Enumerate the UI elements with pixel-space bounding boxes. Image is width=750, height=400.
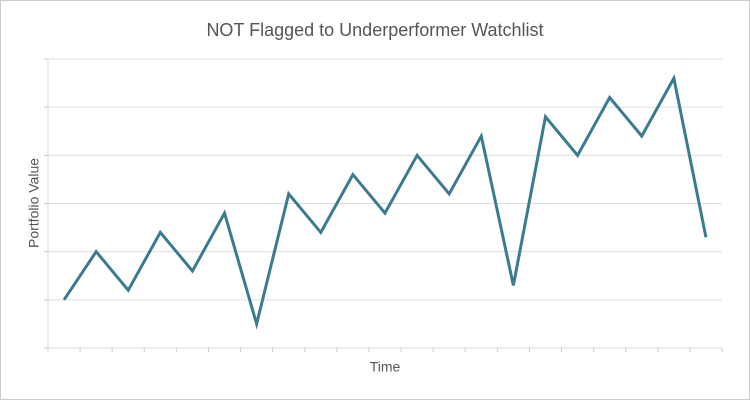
x-axis-label: Time — [370, 359, 401, 375]
y-axis-label: Portfolio Value — [26, 158, 42, 248]
series-line — [62, 73, 708, 330]
chart-title: NOT Flagged to Underperformer Watchlist — [206, 20, 543, 40]
